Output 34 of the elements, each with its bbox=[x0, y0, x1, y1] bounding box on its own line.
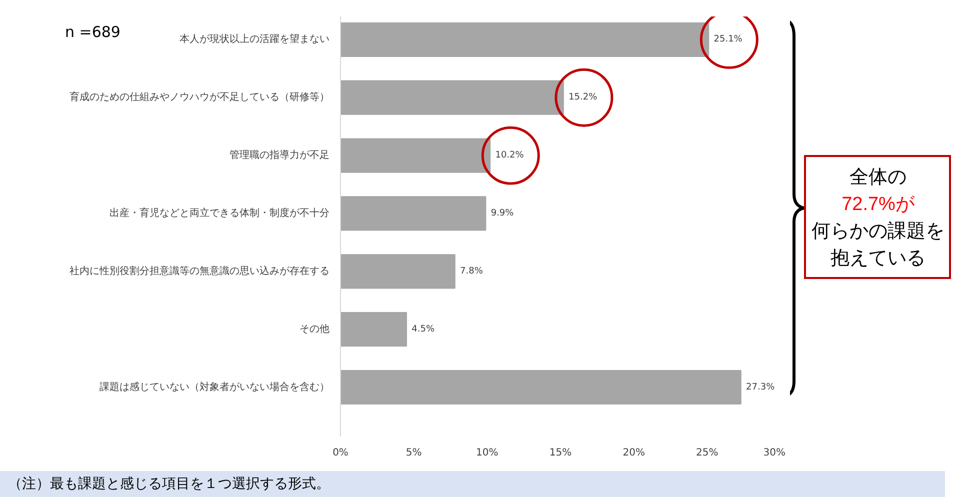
text: （注）最も課題と感じる項目を１つ選択する形式。 bbox=[8, 475, 330, 494]
y-tick-label: 本人が現状以上の活躍を望まない bbox=[180, 33, 330, 46]
text: 72.7%が bbox=[842, 194, 916, 216]
bar bbox=[340, 138, 491, 173]
x-tick-label: 20% bbox=[622, 448, 645, 458]
data-label: 10.2% bbox=[495, 150, 524, 161]
bar bbox=[340, 80, 564, 115]
y-tick-label: その他 bbox=[300, 322, 330, 335]
data-label: 4.5% bbox=[412, 324, 435, 334]
text: 全体の bbox=[850, 167, 906, 188]
data-label: 7.8% bbox=[460, 266, 484, 276]
y-tick-label: 出産・育児などと両立できる体制・制度が不十分 bbox=[110, 206, 330, 219]
y-tick-label: 課題は感じていない（対象者がいない場合を含む） bbox=[100, 380, 330, 393]
data-label: 25.1% bbox=[714, 34, 743, 45]
text: 何らかの課題を bbox=[812, 221, 944, 242]
text: 抱えている bbox=[830, 248, 926, 270]
bar bbox=[340, 370, 742, 405]
data-label: 15.2% bbox=[568, 92, 598, 103]
bar bbox=[340, 254, 456, 289]
x-tick-label: 0% bbox=[332, 448, 348, 458]
data-label: 27.3% bbox=[746, 382, 776, 392]
x-tick-label: 25% bbox=[696, 448, 718, 458]
x-tick-label: 30% bbox=[763, 448, 786, 458]
y-tick-label: 管理職の指導力が不足 bbox=[230, 149, 330, 162]
bar bbox=[340, 196, 486, 231]
x-tick-label: 15% bbox=[549, 448, 572, 458]
bar bbox=[340, 22, 710, 57]
bar bbox=[340, 312, 407, 347]
x-tick-label: 5% bbox=[406, 448, 422, 458]
y-tick-label: 社内に性別役割分担意識等の無意識の思い込みが存在する bbox=[70, 264, 330, 277]
data-label: 9.9% bbox=[490, 208, 514, 218]
y-tick-label: 育成のための仕組みやノウハウが不足している（研修等） bbox=[70, 91, 330, 104]
x-tick-label: 10% bbox=[476, 448, 498, 458]
text: n =689 bbox=[65, 23, 120, 41]
